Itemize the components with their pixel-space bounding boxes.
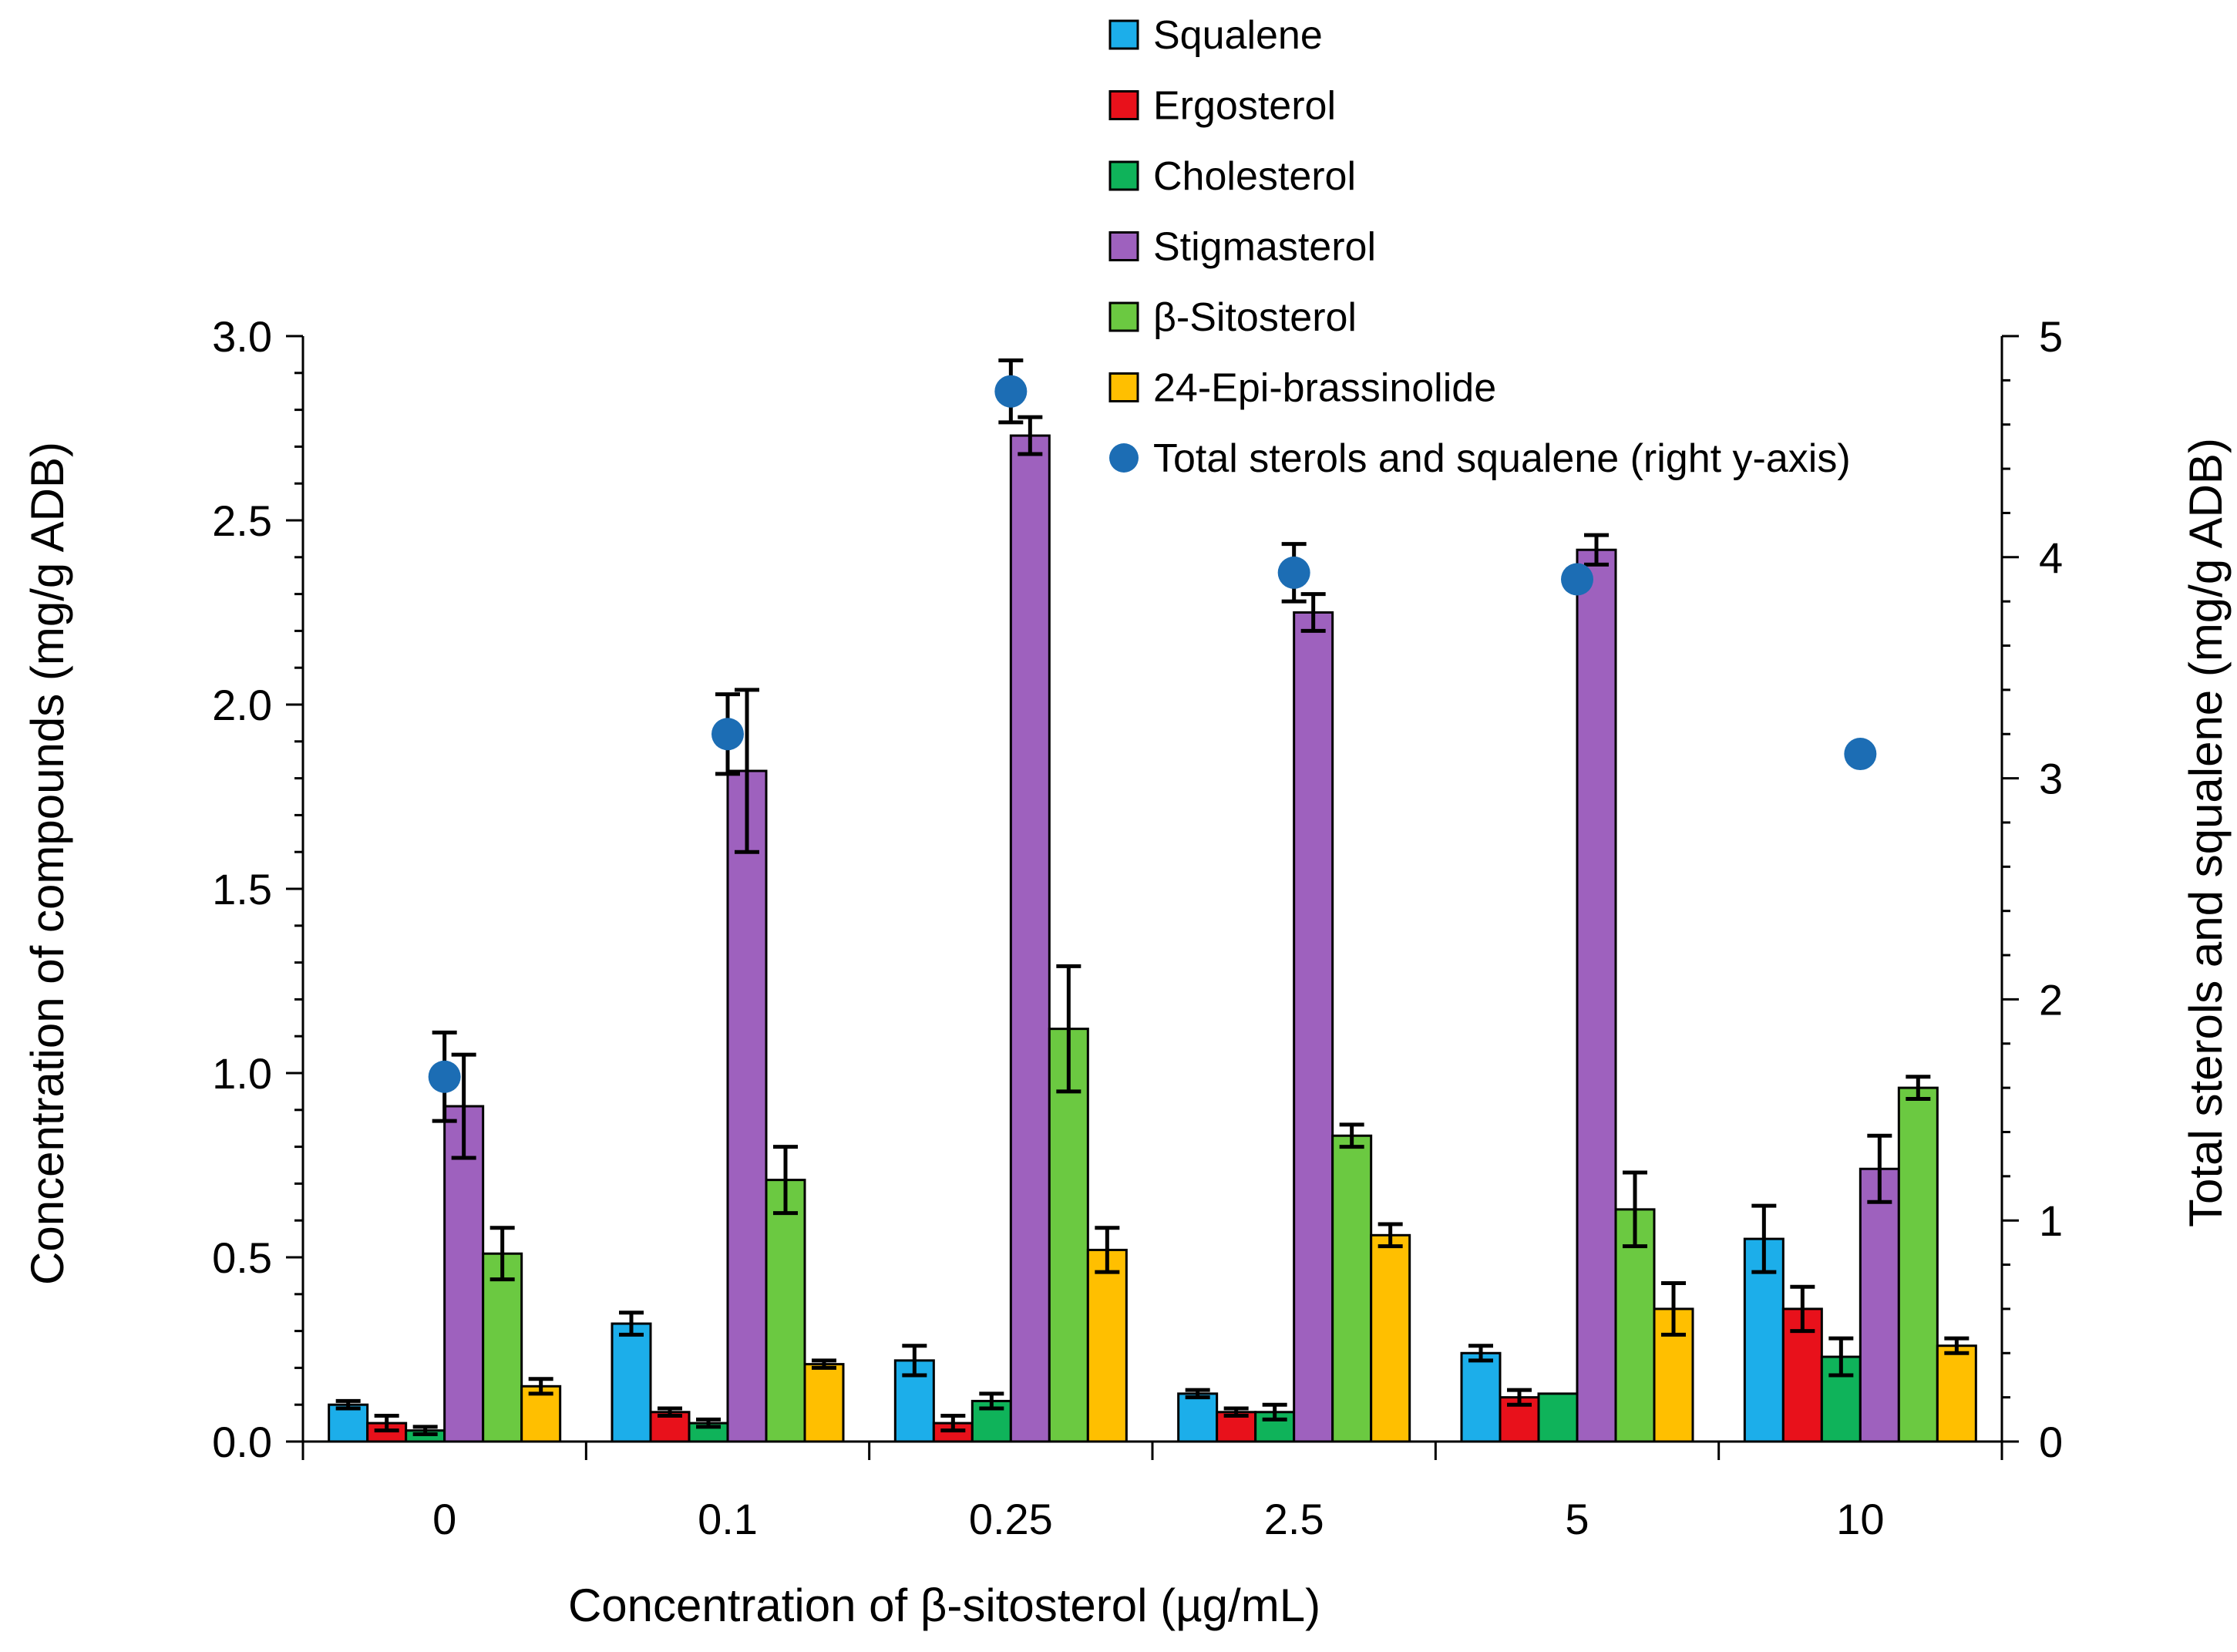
bar-sitosterol-0	[482, 1252, 523, 1443]
x-tick-label-0: 0	[432, 1495, 456, 1543]
y-left-tick-label-0: 0.0	[212, 1418, 272, 1466]
y-right-tick-label-4: 4	[2039, 533, 2063, 582]
y-right-tick-label-3: 3	[2039, 755, 2063, 803]
legend-swatch-24-epi-brassinolide	[1108, 372, 1139, 402]
legend: Squalene Ergosterol Cholesterol Stigmastero…	[1108, 13, 1851, 481]
y-right-tick-label-5: 5	[2039, 312, 2063, 361]
total-point-2	[994, 375, 1028, 408]
bar-stigmasterol-5	[1859, 1167, 1900, 1443]
bar-24-epi-brassinolide-5	[1936, 1344, 1977, 1443]
y-left-tick-label-1: 0.5	[212, 1233, 272, 1282]
legend-label-stigmasterol: Stigmasterol	[1153, 225, 1376, 270]
total-point-0	[428, 1060, 461, 1093]
bar-squalene-1	[611, 1322, 652, 1443]
legend-swatch-stigmasterol	[1108, 231, 1139, 261]
bar-24-epi-brassinolide-2	[1086, 1248, 1128, 1443]
x-tick-label-3: 2.5	[1264, 1495, 1324, 1543]
legend-swatch-sitosterol	[1108, 301, 1139, 332]
y-left-tick-label-3: 1.5	[212, 865, 272, 913]
axes-layer: 0.0 0.5 1.0 1.5 2.0 2.5 3.0 0 1 2 3 4 5 0 0.1 0.25 2.5 5 1…	[212, 312, 2063, 1543]
bar-cholesterol-4	[1537, 1392, 1579, 1443]
y-axis-right-title: Total sterols and squalene (mg/g ADB)	[2180, 438, 2232, 1227]
bar-squalene-4	[1460, 1351, 1502, 1443]
x-tick-label-1: 0.1	[698, 1495, 758, 1543]
total-point-1	[711, 718, 744, 751]
legend-swatch-squalene	[1108, 19, 1139, 50]
bar-sitosterol-5	[1897, 1086, 1939, 1443]
bar-sitosterol-3	[1331, 1134, 1373, 1443]
y-left-tick-label-5: 2.5	[212, 496, 272, 545]
bar-stigmasterol-1	[726, 769, 768, 1443]
total-point-3	[1277, 556, 1310, 589]
legend-label-ergosterol: Ergosterol	[1153, 84, 1336, 129]
bar-24-epi-brassinolide-3	[1370, 1233, 1411, 1443]
x-axis-title: Concentration of β-sitosterol (µg/mL)	[568, 1580, 1320, 1631]
bar-stigmasterol-2	[1009, 434, 1051, 1443]
legend-label-24-epi-brassinolide: 24-Epi-brassinolide	[1153, 366, 1496, 411]
bar-squalene-3	[1177, 1392, 1219, 1443]
legend-swatch-ergosterol	[1108, 90, 1139, 120]
y-right-tick-label-1: 1	[2039, 1196, 2063, 1245]
bar-stigmasterol-3	[1293, 611, 1334, 1443]
bar-sitosterol-2	[1048, 1028, 1089, 1443]
y-left-tick-label-4: 2.0	[212, 681, 272, 729]
total-points-layer	[428, 358, 1877, 1123]
bar-stigmasterol-4	[1576, 548, 1617, 1443]
legend-label-total-sterols-and-squalene-right-y-axis: Total sterols and squalene (right y-axis…	[1153, 436, 1851, 481]
legend-swatch-total-sterols-and-squalene-right-y-axis	[1109, 443, 1139, 473]
legend-swatch-cholesterol	[1108, 160, 1139, 191]
y-axis-left-title: Concentration of compounds (mg/g ADB)	[22, 442, 73, 1285]
legend-label-cholesterol: Cholesterol	[1153, 154, 1356, 199]
x-tick-label-5: 10	[1836, 1495, 1884, 1543]
bar-24-epi-brassinolide-1	[803, 1363, 845, 1443]
bar-sitosterol-1	[765, 1179, 806, 1443]
legend-label-squalene: Squalene	[1153, 13, 1323, 58]
total-point-5	[1844, 738, 1877, 771]
legend-label-sitosterol: β-Sitosterol	[1153, 295, 1357, 340]
y-left-tick-label-2: 1.0	[212, 1049, 272, 1098]
y-right-tick-label-2: 2	[2039, 975, 2063, 1024]
x-tick-label-4: 5	[1565, 1495, 1589, 1543]
y-right-tick-label-0: 0	[2039, 1418, 2063, 1466]
bars-layer	[328, 434, 1977, 1443]
x-tick-label-2: 0.25	[969, 1495, 1053, 1543]
error-bars-layer	[335, 415, 1970, 1436]
y-left-tick-label-6: 3.0	[212, 312, 272, 361]
total-point-4	[1561, 563, 1593, 596]
